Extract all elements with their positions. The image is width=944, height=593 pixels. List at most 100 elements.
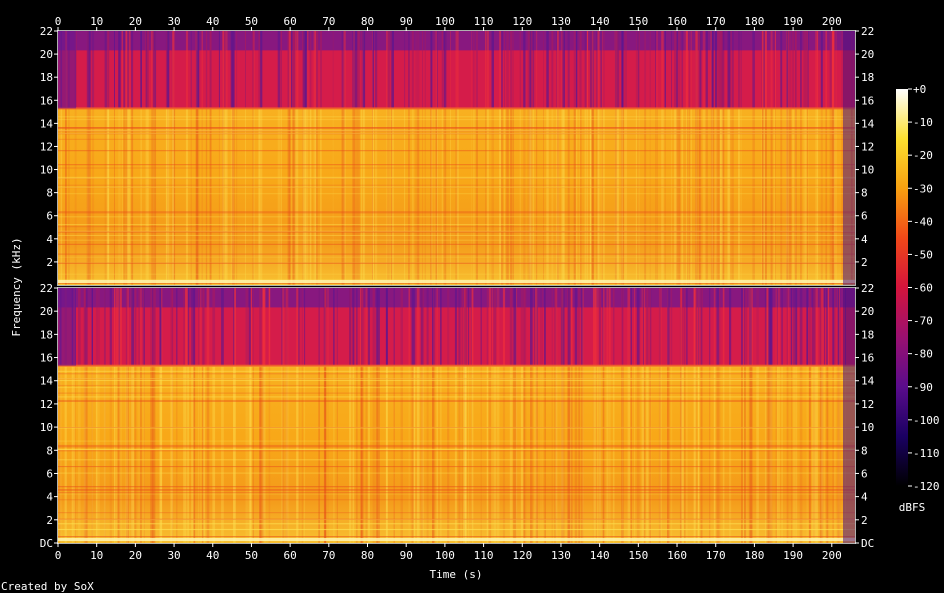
y-tick-label: 10 <box>40 421 53 434</box>
y-tick-label: 18 <box>40 71 53 84</box>
x-tick-label: 190 <box>783 549 803 562</box>
x-tick-label: 80 <box>361 549 374 562</box>
colorbar-tick-label: +0 <box>913 83 926 96</box>
y-tick-label: 22 <box>40 282 53 295</box>
x-tick-label-top: 200 <box>822 15 842 28</box>
x-tick-label-top: 180 <box>744 15 764 28</box>
x-tick-label: 150 <box>628 549 648 562</box>
y-tick-label-right: 10 <box>861 421 874 434</box>
y-tick-label-right: 12 <box>861 140 874 153</box>
y-tick-label: 4 <box>46 491 53 504</box>
colorbar-tick-label: -110 <box>913 447 940 460</box>
x-tick-label: 70 <box>322 549 335 562</box>
y-tick-label-right: 18 <box>861 328 874 341</box>
colorbar-tick-label: -100 <box>913 414 940 427</box>
colorbar-tick-label: -90 <box>913 381 933 394</box>
y-tick-label-right: 2 <box>861 256 868 269</box>
y-tick-label-right: 16 <box>861 94 874 107</box>
y-tick-label: 4 <box>46 233 53 246</box>
y-tick-label: 14 <box>40 117 54 130</box>
y-tick-label-right: 16 <box>861 352 874 365</box>
x-tick-label-top: 110 <box>474 15 494 28</box>
x-tick-label: 60 <box>284 549 297 562</box>
x-tick-label: 10 <box>90 549 103 562</box>
y-tick-label-right: 2 <box>861 514 868 527</box>
y-tick-label-right: 8 <box>861 444 868 457</box>
y-axis-label: Frequency (kHz) <box>10 237 23 336</box>
x-tick-label-top: 160 <box>667 15 687 28</box>
colorbar-tick-label: -30 <box>913 182 933 195</box>
y-tick-label: 8 <box>46 187 53 200</box>
y-tick-label-right: 6 <box>861 467 868 480</box>
x-tick-label: 50 <box>245 549 258 562</box>
x-tick-label: 30 <box>167 549 180 562</box>
y-tick-label-right: 20 <box>861 305 874 318</box>
y-tick-label: 12 <box>40 398 53 411</box>
lower-band <box>58 365 855 543</box>
colorbar-tick-label: -60 <box>913 282 933 295</box>
colorbar <box>896 89 908 486</box>
x-tick-label-top: 10 <box>90 15 103 28</box>
y-tick-label: 14 <box>40 375 54 388</box>
x-tick-label: 130 <box>551 549 571 562</box>
y-tick-label: 20 <box>40 48 53 61</box>
y-tick-label-right: DC <box>861 537 874 550</box>
y-tick-label-right: 12 <box>861 398 874 411</box>
x-tick-label: 40 <box>206 549 219 562</box>
x-tick-label: 110 <box>474 549 494 562</box>
y-tick-label: 2 <box>46 514 53 527</box>
y-tick-label-right: 20 <box>861 48 874 61</box>
x-tick-label-top: 170 <box>706 15 726 28</box>
x-tick-label-top: 70 <box>322 15 335 28</box>
y-tick-label-right: 22 <box>861 282 874 295</box>
y-tick-label-right: 8 <box>861 187 868 200</box>
y-tick-label: 6 <box>46 467 53 480</box>
x-tick-label-top: 40 <box>206 15 219 28</box>
spectrogram-panel-1 <box>58 31 856 286</box>
y-tick-label: 18 <box>40 328 53 341</box>
x-tick-label-top: 130 <box>551 15 571 28</box>
x-tick-label-top: 150 <box>628 15 648 28</box>
x-tick-label-top: 60 <box>284 15 297 28</box>
x-tick-label-top: 20 <box>129 15 142 28</box>
x-axis-label: Time (s) <box>430 568 483 581</box>
x-tick-label-top: 50 <box>245 15 258 28</box>
colorbar-tick-label: -20 <box>913 149 933 162</box>
lower-band <box>58 108 855 285</box>
spectrogram-panel-2 <box>58 288 855 543</box>
colorbar-tick-label: -50 <box>913 248 933 261</box>
y-tick-label-right: 18 <box>861 71 874 84</box>
x-tick-label: 90 <box>400 549 413 562</box>
x-tick-label: 160 <box>667 549 687 562</box>
x-tick-label: 20 <box>129 549 142 562</box>
colorbar-tick-label: -40 <box>913 215 933 228</box>
x-tick-label: 170 <box>706 549 726 562</box>
credit-text: Created by SoX <box>1 580 94 593</box>
x-tick-label-top: 140 <box>590 15 610 28</box>
x-tick-label: 140 <box>590 549 610 562</box>
colorbar-tick-label: -80 <box>913 348 933 361</box>
x-tick-label-top: 90 <box>400 15 413 28</box>
x-tick-label-top: 120 <box>512 15 532 28</box>
x-tick-label-top: 190 <box>783 15 803 28</box>
y-tick-label-right: 22 <box>861 25 874 38</box>
x-tick-label-top: 30 <box>167 15 180 28</box>
x-tick-label: 100 <box>435 549 455 562</box>
y-tick-label: 12 <box>40 140 53 153</box>
x-tick-label-top: 0 <box>55 15 62 28</box>
y-tick-label: 2 <box>46 256 53 269</box>
y-tick-label-right: 4 <box>861 233 868 246</box>
x-tick-label-top: 100 <box>435 15 455 28</box>
y-tick-label-right: 4 <box>861 491 868 504</box>
x-tick-label: 200 <box>822 549 842 562</box>
y-tick-label-right: 14 <box>861 375 875 388</box>
y-tick-label: 20 <box>40 305 53 318</box>
colorbar-tick-label: -120 <box>913 480 940 493</box>
y-tick-label-right: 6 <box>861 210 868 223</box>
y-tick-label: 8 <box>46 444 53 457</box>
colorbar-tick-label: -10 <box>913 116 933 129</box>
colorbar-tick-label: -70 <box>913 315 933 328</box>
y-tick-label: DC <box>40 537 53 550</box>
y-tick-label: 16 <box>40 352 53 365</box>
